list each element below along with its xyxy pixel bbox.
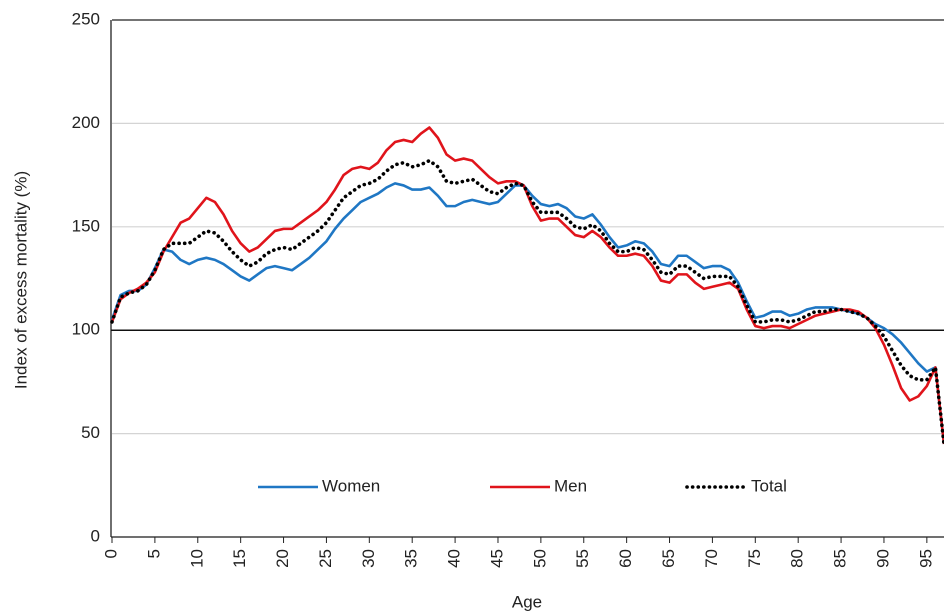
x-tick-label: 15 — [230, 549, 249, 568]
y-tick-label: 50 — [81, 423, 100, 442]
y-tick-label: 200 — [72, 113, 100, 132]
series-line — [110, 158, 944, 446]
legend-label: Men — [554, 476, 587, 495]
x-tick-label: 75 — [745, 549, 764, 568]
y-tick-label: 0 — [91, 526, 100, 545]
x-axis-label: Age — [512, 592, 542, 611]
legend-label: Total — [751, 476, 787, 495]
y-tick-label: 150 — [72, 216, 100, 235]
x-tick-label: 20 — [273, 549, 292, 568]
x-tick-label: 25 — [316, 549, 335, 568]
legend-label: Women — [322, 476, 380, 495]
x-tick-label: 10 — [187, 549, 206, 568]
series-line — [110, 182, 944, 445]
y-tick-label: 100 — [72, 320, 100, 339]
x-tick-label: 30 — [359, 549, 378, 568]
x-tick-label: 50 — [530, 549, 549, 568]
y-axis-label: Index of excess mortality (%) — [11, 171, 30, 389]
x-tick-label: 35 — [402, 549, 421, 568]
x-tick-label: 55 — [573, 549, 592, 568]
x-tick-label: 80 — [788, 549, 807, 568]
x-tick-label: 95 — [916, 549, 935, 568]
x-tick-label: 0 — [101, 549, 120, 558]
series-line — [110, 126, 944, 445]
x-tick-label: 40 — [445, 549, 464, 568]
x-tick-label: 60 — [616, 549, 635, 568]
x-tick-label: 65 — [659, 549, 678, 568]
x-tick-label: 70 — [702, 549, 721, 568]
x-tick-label: 90 — [873, 549, 892, 568]
x-tick-label: 45 — [487, 549, 506, 568]
x-tick-label: 5 — [144, 549, 163, 558]
y-tick-label: 250 — [72, 9, 100, 28]
x-tick-label: 85 — [831, 549, 850, 568]
